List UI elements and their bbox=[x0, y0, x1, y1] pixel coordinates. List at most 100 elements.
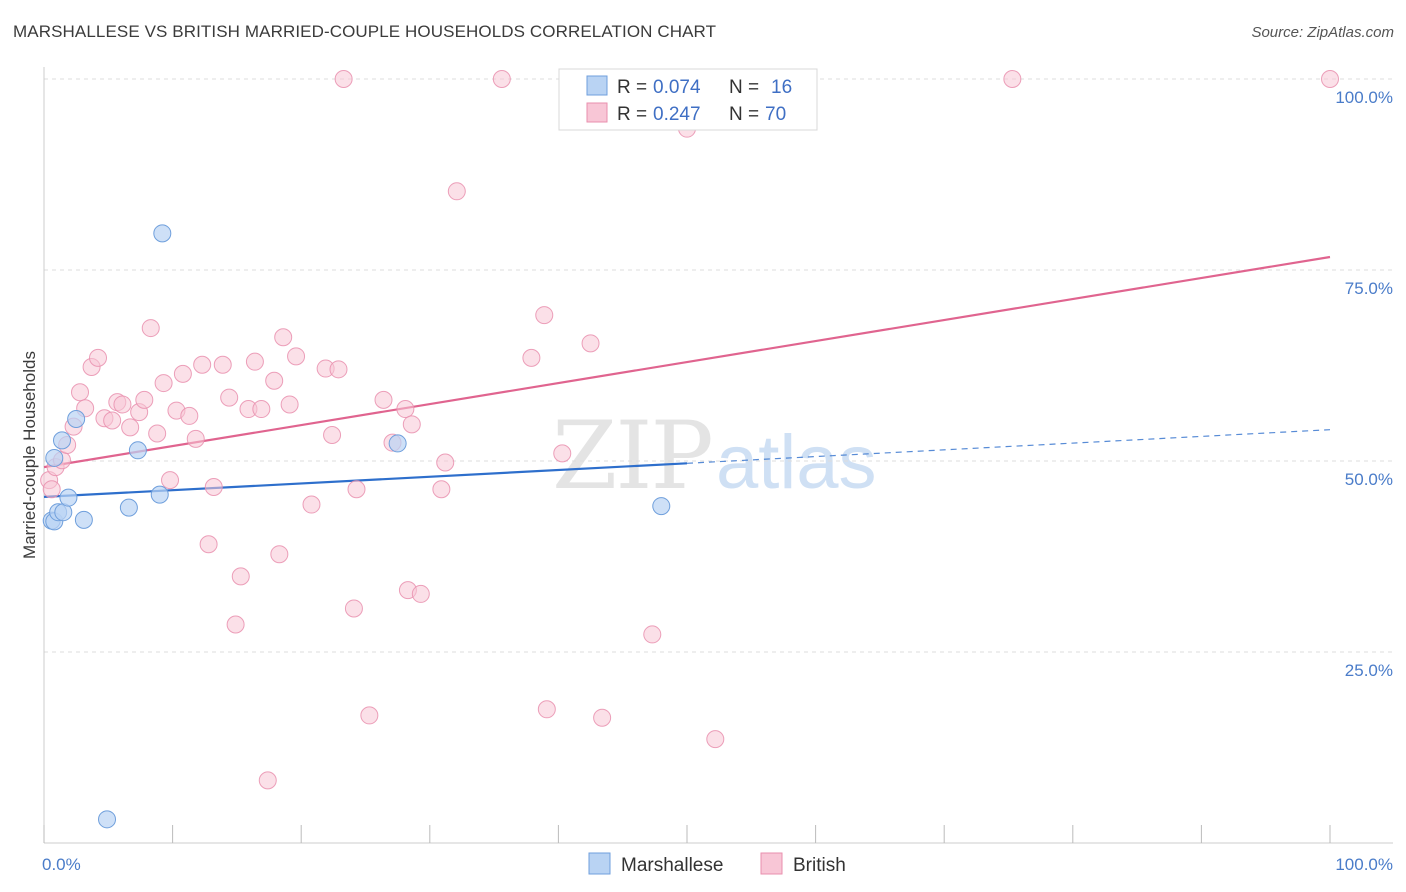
british-point-9 bbox=[89, 348, 108, 367]
british-point-24 bbox=[186, 429, 205, 448]
y-tick-label-25: 25.0% bbox=[1345, 661, 1393, 680]
series-legend: Marshallese British bbox=[588, 852, 846, 876]
british-point-27 bbox=[204, 477, 223, 496]
british-point-6 bbox=[71, 383, 90, 402]
british-point-29 bbox=[220, 388, 239, 407]
british-point-59 bbox=[522, 348, 541, 367]
british-point-39 bbox=[280, 395, 299, 414]
british-trend-line bbox=[43, 255, 1331, 469]
british-point-16 bbox=[135, 390, 154, 409]
bottom-legend-swatch-british bbox=[760, 852, 783, 875]
british-point-37 bbox=[270, 545, 289, 564]
british-point-58 bbox=[492, 70, 511, 88]
bottom-legend-label-marshallese: Marshallese bbox=[621, 855, 723, 876]
british-point-1 bbox=[42, 480, 61, 499]
british-point-49 bbox=[374, 390, 393, 409]
legend-n-value-british: 70 bbox=[765, 104, 786, 125]
legend-r-value-british: 0.247 bbox=[653, 104, 701, 125]
british-point-61 bbox=[537, 700, 556, 719]
bottom-legend-label-british: British bbox=[793, 855, 846, 876]
y-tick-labels: 25.0% 50.0% 75.0% 100.0% bbox=[1335, 88, 1393, 680]
british-point-33 bbox=[245, 352, 264, 371]
legend-r-value-marshallese: 0.074 bbox=[653, 77, 701, 98]
marshallese-point-9 bbox=[98, 810, 117, 829]
british-point-65 bbox=[643, 625, 662, 644]
british-point-53 bbox=[402, 415, 421, 434]
x-tick-label-max: 100.0% bbox=[1335, 855, 1393, 874]
british-point-38 bbox=[274, 328, 293, 347]
british-point-26 bbox=[199, 535, 218, 554]
british-point-30 bbox=[226, 615, 245, 634]
x-tick-label-min: 0.0% bbox=[42, 855, 81, 874]
marshallese-point-14 bbox=[388, 434, 407, 453]
y-tick-label-100: 100.0% bbox=[1335, 88, 1393, 107]
british-point-68 bbox=[1003, 70, 1022, 88]
marshallese-point-13 bbox=[153, 224, 172, 243]
legend-swatch-marshallese bbox=[586, 75, 608, 96]
y-axis-label: Married-couple Households bbox=[20, 351, 39, 559]
british-point-41 bbox=[302, 495, 321, 514]
british-point-34 bbox=[252, 400, 271, 419]
british-point-40 bbox=[287, 347, 306, 366]
british-point-14 bbox=[121, 418, 140, 437]
british-point-55 bbox=[432, 480, 451, 499]
marshallese-point-10 bbox=[119, 498, 138, 517]
british-point-67 bbox=[706, 730, 725, 749]
british-point-44 bbox=[329, 360, 348, 379]
british-point-47 bbox=[347, 480, 366, 499]
british-point-45 bbox=[334, 70, 353, 88]
british-point-48 bbox=[360, 706, 379, 725]
british-point-11 bbox=[103, 411, 122, 430]
british-point-46 bbox=[344, 599, 363, 618]
british-point-69 bbox=[1321, 70, 1339, 88]
legend-n-label-marshallese: N = bbox=[729, 77, 759, 98]
legend-swatch-british bbox=[586, 102, 608, 123]
bottom-legend-swatch-marshallese bbox=[588, 852, 611, 875]
british-point-60 bbox=[535, 306, 554, 325]
british-point-17 bbox=[141, 319, 160, 338]
y-tick-label-75: 75.0% bbox=[1345, 279, 1393, 298]
x-axis-ticks bbox=[43, 825, 1331, 843]
watermark-atlas: atlas bbox=[716, 420, 877, 505]
marshallese-point-11 bbox=[128, 441, 147, 460]
correlation-legend: R = 0.074 N = 16 R = 0.247 N = 70 bbox=[558, 68, 818, 131]
british-point-19 bbox=[154, 374, 173, 393]
marshallese-point-15 bbox=[652, 497, 671, 516]
british-point-62 bbox=[553, 444, 572, 463]
british-point-54 bbox=[411, 584, 430, 603]
british-point-36 bbox=[265, 371, 284, 390]
british-point-63 bbox=[581, 334, 600, 353]
source-credit: Source: ZipAtlas.com bbox=[1251, 24, 1394, 41]
british-point-51 bbox=[396, 400, 415, 419]
british-point-31 bbox=[231, 567, 250, 586]
british-point-18 bbox=[148, 424, 167, 443]
marshallese-points bbox=[42, 224, 671, 829]
marshallese-point-6 bbox=[59, 488, 78, 507]
british-point-43 bbox=[323, 426, 342, 445]
marshallese-point-4 bbox=[53, 431, 72, 450]
british-points bbox=[40, 70, 1339, 790]
marshallese-point-8 bbox=[74, 510, 93, 529]
british-point-13 bbox=[113, 395, 132, 414]
british-point-25 bbox=[193, 355, 212, 374]
british-point-23 bbox=[180, 406, 199, 425]
marshallese-point-1 bbox=[45, 448, 64, 467]
legend-r-label-marshallese: R = bbox=[617, 77, 647, 98]
marshallese-trend-extension bbox=[686, 429, 1331, 464]
british-point-57 bbox=[447, 182, 466, 201]
british-point-56 bbox=[436, 453, 455, 472]
y-tick-label-50: 50.0% bbox=[1345, 470, 1393, 489]
british-point-22 bbox=[173, 364, 192, 383]
marshallese-point-7 bbox=[67, 409, 86, 428]
british-point-20 bbox=[161, 471, 180, 490]
watermark-zip: ZIP bbox=[552, 402, 712, 511]
marshallese-point-12 bbox=[150, 485, 169, 504]
british-point-35 bbox=[258, 771, 277, 790]
trend-lines bbox=[43, 255, 1331, 499]
axes bbox=[43, 67, 1393, 844]
legend-n-value-marshallese: 16 bbox=[771, 77, 792, 98]
marshallese-trend-line bbox=[43, 462, 688, 499]
legend-n-label-british: N = bbox=[729, 104, 759, 125]
chart-title: MARSHALLESE VS BRITISH MARRIED-COUPLE HO… bbox=[13, 22, 717, 41]
